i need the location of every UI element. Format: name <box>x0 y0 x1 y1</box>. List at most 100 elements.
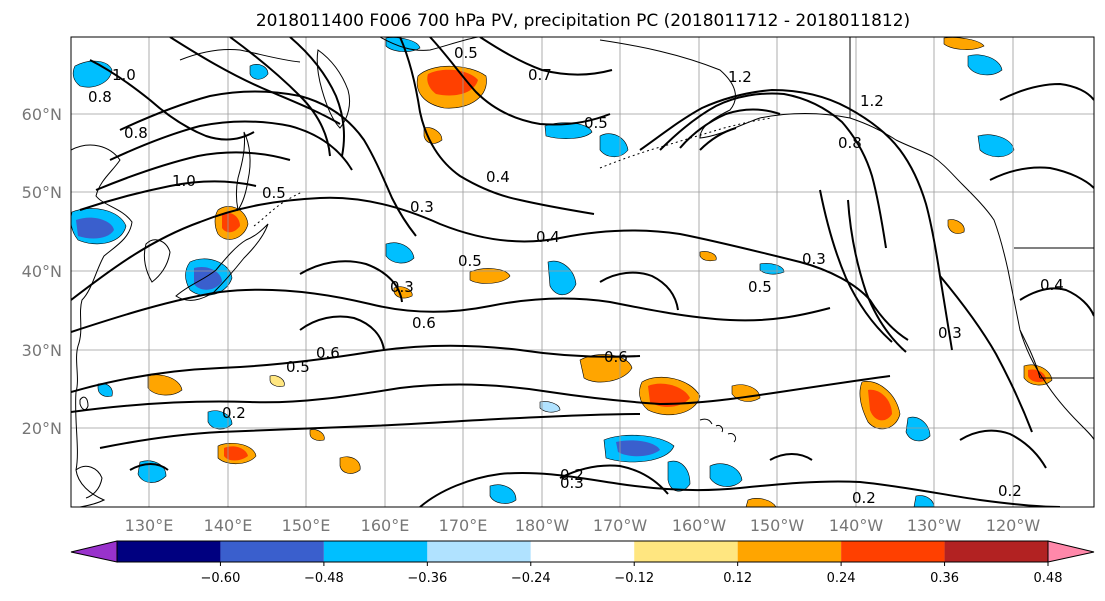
contour-label: 0.3 <box>938 324 962 342</box>
patch-pos <box>147 374 183 396</box>
patch-neg <box>547 260 577 296</box>
patch-pos <box>339 456 361 474</box>
patch-pos <box>427 69 478 96</box>
coast-asia <box>71 144 133 507</box>
contour-line <box>71 375 891 413</box>
colorbar-tick-label: −0.24 <box>511 571 551 586</box>
colorbar-swatch <box>634 541 738 562</box>
patch-pos <box>469 268 511 284</box>
patch-neg <box>667 460 691 492</box>
contour-line <box>559 464 669 495</box>
lon-tick-label: 120°W <box>986 516 1041 535</box>
contour-label: 0.6 <box>604 348 628 366</box>
patch-neg <box>249 64 269 80</box>
colorbar-extend-right <box>1047 540 1095 563</box>
colorbar-tick-label: −0.36 <box>407 571 447 586</box>
patch-pos <box>947 219 965 234</box>
colorbar-swatch <box>323 541 428 562</box>
contour-line <box>479 37 613 76</box>
contour-line <box>89 59 255 141</box>
contour-label: 0.4 <box>1040 276 1064 294</box>
colorbar-tick-label: 0.24 <box>827 571 856 586</box>
contour-label: 0.5 <box>748 278 772 296</box>
patch-pos <box>309 429 325 441</box>
contour-line <box>1019 287 1094 317</box>
contour-label: 0.6 <box>316 344 340 362</box>
contour-line <box>659 92 887 249</box>
lon-tick-label: 140°W <box>829 516 884 535</box>
lat-axis: 60°N 50°N 40°N 30°N 20°N <box>22 105 62 438</box>
lon-tick-label: 150°W <box>750 516 805 535</box>
coast-baja <box>1019 329 1041 379</box>
coast-kurils <box>253 191 303 227</box>
lon-tick-label: 170°W <box>593 516 648 535</box>
patch-neg <box>913 495 935 507</box>
contour-label: 1.2 <box>728 68 752 86</box>
contour-label: 0.7 <box>528 66 552 84</box>
contour-label: 0.8 <box>838 134 862 152</box>
contour-line <box>229 37 331 157</box>
contour-line <box>939 275 1033 433</box>
contour-label: 0.4 <box>486 168 510 186</box>
contour-label: 0.3 <box>410 198 434 216</box>
patch-pos <box>868 389 892 421</box>
contour-label: 0.5 <box>584 114 608 132</box>
lon-tick-label: 180°W <box>515 516 570 535</box>
contour-labels: 0.5 0.4 0.5 0.3 0.5 0.6 0.3 0.4 1.2 1.2 … <box>88 44 1064 507</box>
lon-tick-label: 130°E <box>125 516 174 535</box>
contour-line <box>699 127 737 151</box>
contour-line <box>399 37 595 215</box>
contour-line <box>959 429 1047 469</box>
map-frame <box>70 36 1095 508</box>
patch-neg <box>207 410 233 430</box>
colorbar-swatch <box>220 541 324 562</box>
coast-kamchatka <box>316 49 351 129</box>
patch-neg <box>599 133 629 158</box>
patch-neg <box>76 217 114 239</box>
coast-taiwan <box>79 396 89 411</box>
contour-line <box>639 88 953 351</box>
contour-line <box>679 108 781 149</box>
contour-label: 0.2 <box>852 489 876 507</box>
contour-label: 0.5 <box>262 184 286 202</box>
contour-line <box>419 471 1061 507</box>
contour-line <box>119 90 417 237</box>
colorbar-tick-label: −0.48 <box>304 571 344 586</box>
contour-line <box>289 37 345 157</box>
figure-title: 2018011400 F006 700 hPa PV, precipitatio… <box>256 11 910 31</box>
patch-neg <box>539 401 561 413</box>
patch-neg <box>489 484 517 504</box>
contour-label: 0.2 <box>222 404 246 422</box>
colorbar-swatch <box>841 541 945 562</box>
lon-tick-label: 160°W <box>672 516 727 535</box>
patch-neg <box>967 54 1003 76</box>
contour-label: 0.8 <box>124 124 148 142</box>
lat-tick-label: 30°N <box>22 341 62 360</box>
lon-tick-label: 170°E <box>439 516 488 535</box>
contour-line <box>847 199 907 353</box>
contour-label: 0.2 <box>560 466 584 484</box>
contour-line <box>109 120 353 171</box>
coast-na-west <box>1007 269 1094 441</box>
contour-line <box>71 288 831 333</box>
contour-line <box>169 37 341 125</box>
patch-pos <box>224 446 248 461</box>
contour-line <box>71 196 909 341</box>
contour-line <box>989 166 1094 189</box>
lat-tick-label: 60°N <box>22 105 62 124</box>
colorbar-extend-left <box>70 540 118 563</box>
gridlines <box>71 37 1094 507</box>
patch-pos <box>1028 369 1046 383</box>
lon-axis: 130°E 140°E 150°E 160°E 170°E 180°W 170°… <box>125 516 1041 535</box>
contour-line <box>95 151 291 191</box>
patch-pos <box>269 375 285 387</box>
contour-label: 0.5 <box>454 44 478 62</box>
patch-neg <box>544 122 593 139</box>
colorbar-swatch <box>427 541 531 562</box>
coast-hawaii <box>699 418 737 443</box>
patch-neg <box>616 440 660 457</box>
coast-philippines <box>75 465 103 499</box>
contour-label: 0.5 <box>286 358 310 376</box>
lon-tick-label: 130°W <box>907 516 962 535</box>
